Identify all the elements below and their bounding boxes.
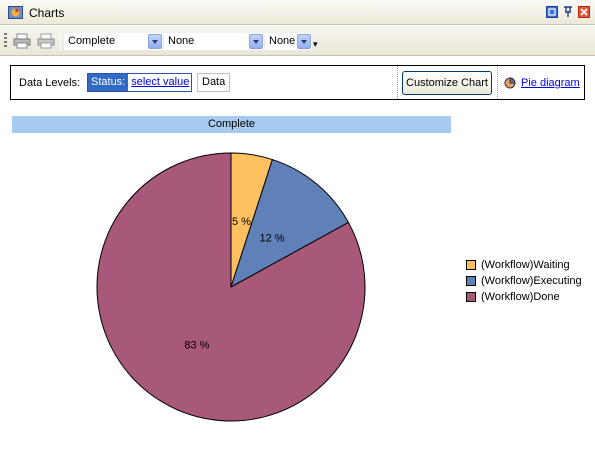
status-filter-combo[interactable]: Complete [64, 33, 163, 50]
pie-chart-icon [504, 77, 516, 89]
legend-label: (Workflow)Waiting [481, 259, 570, 271]
data-level-chip[interactable]: Data [197, 73, 231, 92]
print-preview-icon[interactable] [37, 33, 55, 49]
printer-icon[interactable] [13, 33, 31, 49]
status-filter-value: Complete [68, 35, 116, 47]
select-value-link[interactable]: select value [131, 76, 190, 88]
chart-title: Complete [12, 116, 451, 133]
second-filter-value: None [168, 35, 195, 47]
data-levels-bar: Data Levels: Status: select value Data Cu… [10, 65, 585, 100]
chevron-down-icon[interactable] [249, 34, 263, 49]
chevron-down-icon[interactable] [297, 34, 311, 49]
legend-swatch [466, 260, 476, 270]
chevron-down-icon[interactable] [148, 34, 162, 49]
status-level-chip[interactable]: Status: select value [87, 73, 193, 92]
status-level-label: Status: [88, 74, 129, 91]
restore-icon[interactable] [546, 6, 558, 18]
charts-app-icon [8, 6, 23, 19]
legend-label: (Workflow)Executing [481, 275, 582, 287]
slice-label: 12 % [259, 232, 284, 244]
customize-chart-button[interactable]: Customize Chart [402, 71, 492, 95]
legend-swatch [466, 276, 476, 286]
legend-label: (Workflow)Done [481, 291, 560, 303]
pie-chart: 5 % 12 % 83 % [96, 152, 366, 422]
pin-icon[interactable] [562, 6, 574, 18]
toolbar: Complete None None ▾ [0, 26, 595, 56]
legend-swatch [466, 292, 476, 302]
toolbar-separator [60, 31, 61, 51]
pie-slice[interactable] [96, 152, 366, 422]
window-titlebar: Charts [0, 0, 595, 25]
second-filter-combo[interactable]: None [164, 33, 264, 50]
window-title: Charts [29, 6, 65, 20]
data-levels-label: Data Levels: [19, 77, 81, 89]
third-filter-combo[interactable]: None [265, 33, 312, 50]
chart-panel: Data Levels: Status: select value Data Cu… [0, 56, 595, 455]
divider [397, 66, 398, 99]
slice-label: 83 % [184, 340, 209, 352]
pie-diagram-link[interactable]: Pie diagram [521, 77, 580, 89]
toolbar-grip[interactable] [4, 33, 7, 49]
toolbar-overflow-icon[interactable]: ▾ [313, 39, 318, 49]
pie-slice[interactable] [230, 158, 350, 289]
third-filter-value: None [269, 35, 296, 47]
divider [497, 66, 498, 99]
slice-label: 5 % [232, 216, 251, 228]
close-icon[interactable] [578, 6, 590, 18]
